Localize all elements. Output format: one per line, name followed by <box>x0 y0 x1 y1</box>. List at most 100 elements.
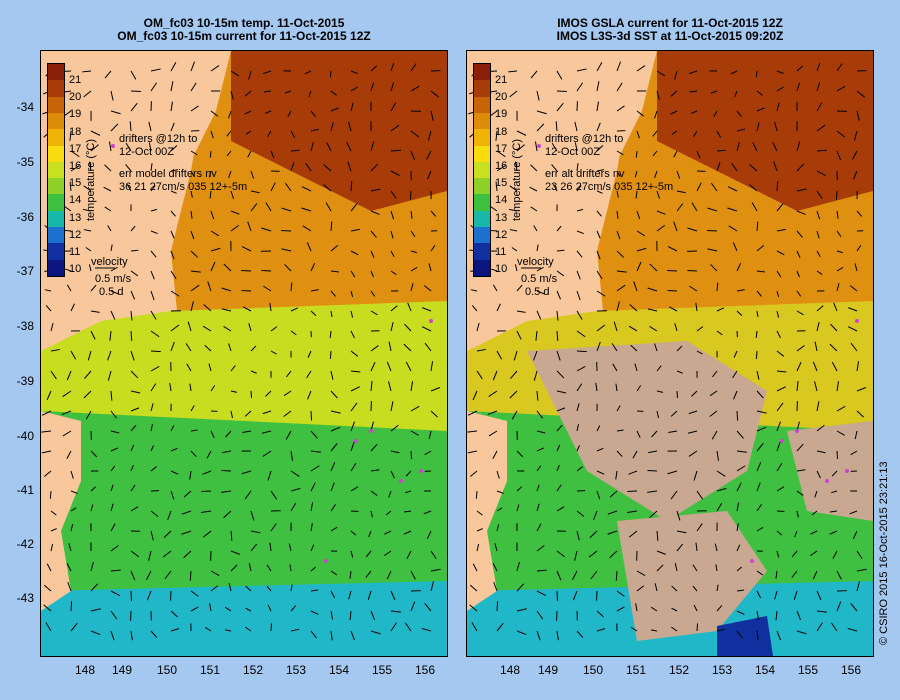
velocity-arrow <box>776 441 781 452</box>
velocity-arrow <box>310 566 317 572</box>
velocity-arrow <box>716 282 719 292</box>
velocity-arrow <box>183 550 192 559</box>
velocity-arrow <box>70 303 75 312</box>
velocity-arrow <box>615 570 618 581</box>
velocity-arrow <box>551 164 558 172</box>
velocity-arrow <box>847 627 858 632</box>
velocity-arrow <box>496 507 503 512</box>
velocity-arrow <box>556 290 562 300</box>
velocity-arrow <box>596 324 606 332</box>
velocity-arrow <box>616 230 621 240</box>
cold-pixel-region <box>717 616 773 656</box>
velocity-arrow <box>756 426 767 432</box>
left-title-line1: OM_fc03 10-15m temp. 11-Oct-2015 <box>143 16 345 30</box>
velocity-arrow <box>130 70 137 80</box>
velocity-arrow <box>148 550 152 561</box>
left-velocity-legend: velocity 0.5 m/s 0.5 d <box>91 256 131 299</box>
velocity-arrow <box>250 530 261 534</box>
velocity-arrow <box>756 443 764 452</box>
velocity-arrow <box>816 401 820 412</box>
velocity-arrow <box>488 430 498 437</box>
velocity-arrow <box>648 450 658 454</box>
velocity-arrow <box>88 161 92 172</box>
velocity-arrow <box>796 188 807 192</box>
velocity-arrow <box>265 202 272 212</box>
velocity-arrow <box>596 190 603 194</box>
velocity-arrow <box>627 510 638 514</box>
colorbar-swatch <box>48 112 64 130</box>
velocity-arrow <box>733 350 738 358</box>
velocity-arrow <box>85 410 92 420</box>
velocity-arrow <box>210 585 219 592</box>
velocity-arrow <box>170 490 175 500</box>
velocity-arrow <box>848 307 858 312</box>
velocity-arrow <box>673 221 678 232</box>
velocity-arrow <box>796 82 800 92</box>
velocity-arrow <box>108 141 112 152</box>
colorbar-tick-label: 16 <box>495 160 508 172</box>
velocity-arrow <box>811 510 818 516</box>
velocity-arrow <box>536 290 546 295</box>
velocity-arrow <box>350 550 354 558</box>
velocity-arrow <box>836 570 842 580</box>
colorbar-swatch <box>48 129 64 147</box>
velocity-arrow <box>656 90 660 100</box>
velocity-arrow <box>430 110 434 121</box>
velocity-arrow <box>110 266 118 272</box>
velocity-arrow <box>242 430 252 433</box>
velocity-arrow <box>181 530 192 535</box>
velocity-arrow <box>283 410 292 417</box>
velocity-arrow <box>647 287 658 292</box>
velocity-arrow <box>265 390 272 397</box>
drifter-marker <box>399 479 403 483</box>
velocity-arrow <box>654 583 658 592</box>
colorbar-swatch <box>474 243 490 261</box>
velocity-arrow <box>370 188 381 192</box>
velocity-arrow <box>150 383 157 392</box>
velocity-arrow <box>370 630 381 635</box>
velocity-arrow <box>330 610 334 620</box>
velocity-arrow <box>688 410 698 415</box>
velocity-arrow <box>516 583 525 592</box>
velocity-arrow <box>424 602 432 612</box>
velocity-arrow <box>816 190 823 199</box>
velocity-arrow <box>576 230 584 235</box>
velocity-arrow <box>170 610 178 618</box>
velocity-arrow <box>616 284 626 292</box>
velocity-arrow <box>476 510 483 516</box>
velocity-arrow <box>635 150 638 158</box>
velocity-arrow <box>731 162 738 172</box>
velocity-arrow <box>430 210 437 217</box>
velocity-arrow <box>167 510 172 520</box>
velocity-arrow <box>716 450 720 461</box>
tasmania-land <box>41 411 81 611</box>
velocity-arrow <box>492 562 498 572</box>
colorbar-swatch <box>474 194 490 212</box>
velocity-arrow <box>170 169 179 172</box>
velocity-arrow <box>390 170 400 177</box>
velocity-arrow <box>250 190 260 194</box>
velocity-arrow <box>310 482 316 492</box>
colorbar-swatch <box>48 80 64 98</box>
colorbar-swatch <box>474 112 490 130</box>
velocity-arrow <box>775 610 778 621</box>
velocity-arrow <box>791 550 798 558</box>
velocity-arrow <box>850 602 858 612</box>
velocity-arrow <box>476 370 483 380</box>
velocity-arrow <box>150 510 159 517</box>
velocity-arrow <box>556 570 562 581</box>
velocity-arrow <box>612 363 618 372</box>
velocity-arrow <box>576 208 584 212</box>
velocity-arrow <box>201 510 212 514</box>
velocity-arrow <box>150 530 154 541</box>
left-error-note: err model drifters nv 36 21 27cm/s 035 1… <box>119 168 247 194</box>
velocity-arrow <box>536 410 544 419</box>
velocity-arrow <box>516 450 524 458</box>
velocity-arrow <box>796 345 805 352</box>
velocity-arrow <box>110 465 116 472</box>
velocity-arrow <box>61 410 72 416</box>
right-colorbar <box>473 63 491 277</box>
velocity-arrow <box>110 545 119 552</box>
velocity-arrow <box>773 161 778 172</box>
velocity-arrow <box>511 410 518 420</box>
